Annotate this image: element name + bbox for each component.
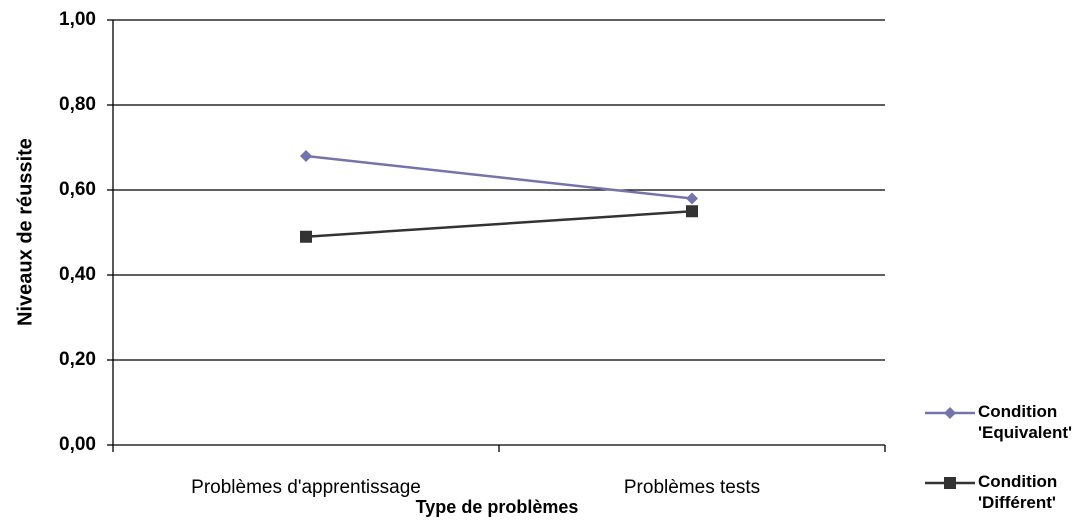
y-tick-label: 1,00 [59, 9, 96, 30]
x-axis-label: Type de problèmes [416, 497, 579, 517]
series-line [305, 210, 693, 238]
y-tick-label: 0,20 [59, 349, 96, 370]
point-marker [944, 407, 956, 419]
point-marker [686, 205, 698, 218]
legend-label: Condition 'Différent' [978, 472, 1058, 512]
y-tick-label: 0,80 [59, 94, 96, 115]
point-marker [300, 230, 312, 243]
legend-label: Condition 'Equivalent' [978, 402, 1073, 442]
point-marker [944, 477, 956, 489]
y-tick-label: 0,00 [59, 434, 96, 455]
x-tick-label: Problèmes d'apprentissage [191, 477, 421, 498]
y-tick-label: 0,40 [59, 264, 96, 285]
x-tick-label: Problèmes tests [624, 477, 760, 498]
y-tick-label: 0,60 [59, 179, 96, 200]
series-line [305, 154, 693, 200]
point-marker [300, 150, 312, 162]
point-marker [686, 192, 698, 205]
y-axis-label: Niveaux de réussite [14, 138, 36, 326]
